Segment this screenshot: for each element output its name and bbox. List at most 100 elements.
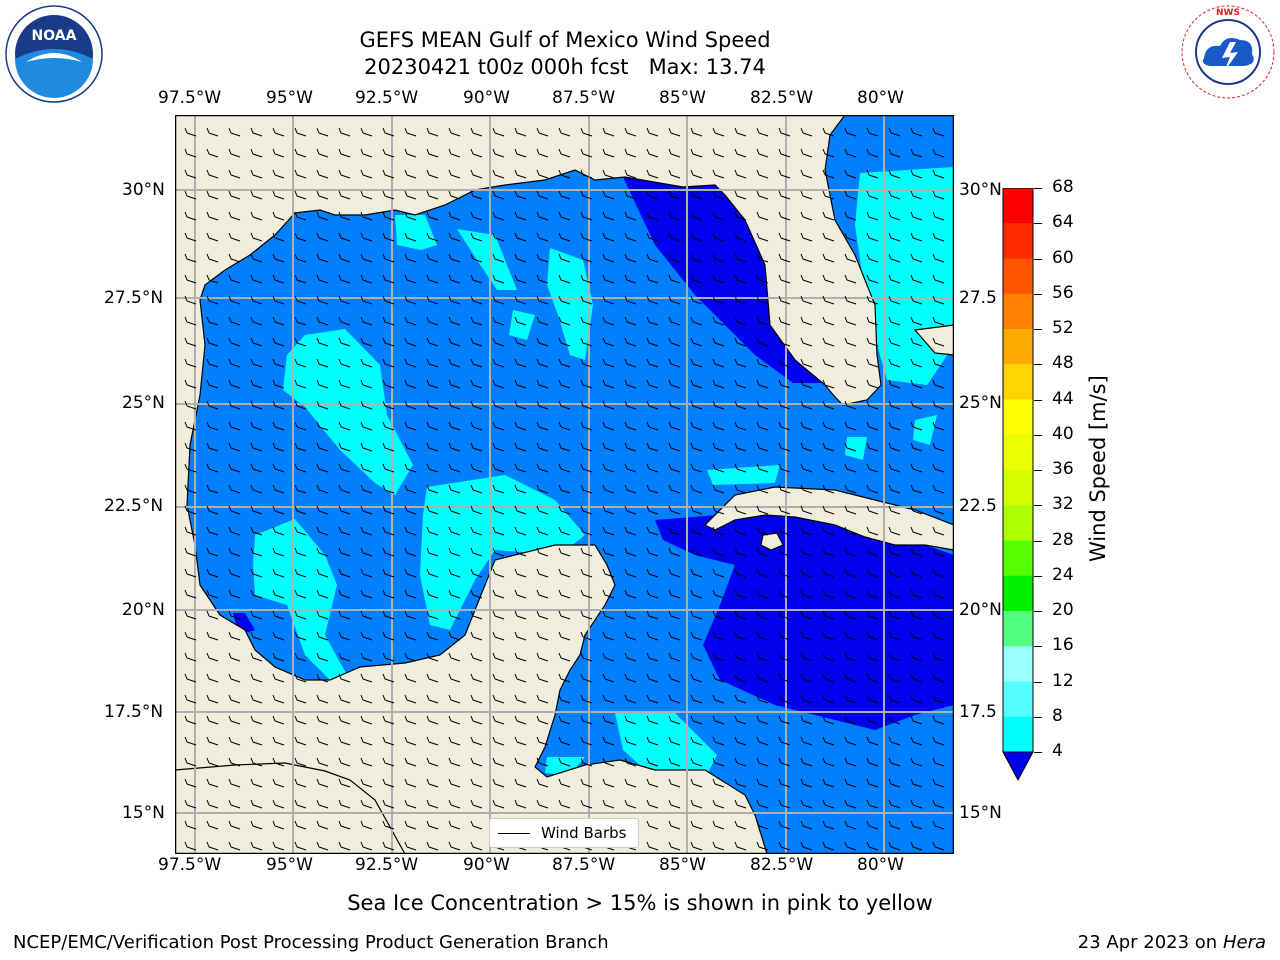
wind-barb <box>294 421 307 431</box>
wind-barb <box>382 799 395 809</box>
wind-barb <box>536 673 549 683</box>
wind-barb <box>536 358 549 368</box>
wind-barb <box>778 610 791 620</box>
wind-barb <box>294 820 307 830</box>
wind-barb <box>250 673 263 683</box>
wind-barb <box>272 442 285 452</box>
wind-barb <box>404 484 417 494</box>
wind-barb <box>580 505 593 515</box>
wind-barb <box>734 148 747 158</box>
wind-barb <box>272 610 285 620</box>
wind-barb <box>492 631 505 641</box>
wind-barb <box>624 694 637 704</box>
colorbar-tick-mark <box>1034 434 1042 436</box>
wind-barb <box>778 652 791 662</box>
wind-barb <box>338 169 351 179</box>
wind-barb <box>910 568 923 578</box>
lon-top-4: 87.5°W <box>552 88 616 108</box>
wind-barb <box>580 694 593 704</box>
wind-barb <box>932 400 945 410</box>
wind-barb <box>844 568 857 578</box>
wind-barb <box>932 694 945 704</box>
wind-barb <box>800 316 813 326</box>
wind-barb <box>250 232 263 242</box>
wind-barb <box>250 190 263 200</box>
wind-barb <box>800 463 813 473</box>
wind-barb <box>844 505 857 515</box>
lat-left-5: 17.5°N <box>104 702 164 722</box>
wind-barb <box>712 169 725 179</box>
wind-barb <box>932 274 945 284</box>
wind-barb <box>888 190 901 200</box>
wind-barb <box>184 505 197 515</box>
gulf-wind-map: Wind Barbs <box>174 114 955 855</box>
wind-barb <box>602 274 615 284</box>
wind-barb <box>734 799 747 809</box>
wind-barb <box>602 400 615 410</box>
wind-barb <box>800 715 813 725</box>
wind-barb <box>822 295 835 305</box>
wind-barb <box>734 715 747 725</box>
wind-barb <box>756 841 769 851</box>
lon-top-7: 80°W <box>857 88 904 108</box>
wind-barb <box>932 589 945 599</box>
wind-barb <box>668 463 681 473</box>
wind-barb <box>184 295 197 305</box>
wind-barb <box>690 421 703 431</box>
wind-barb <box>756 505 769 515</box>
wind-barb <box>778 463 791 473</box>
colorbar <box>1002 187 1034 782</box>
wind-barb <box>470 190 483 200</box>
wind-barb <box>624 799 637 809</box>
wind-barb <box>250 778 263 788</box>
wind-barb <box>382 610 395 620</box>
wind-barb <box>844 820 857 830</box>
wind-barb <box>756 568 769 578</box>
wind-barb <box>844 673 857 683</box>
wind-barb <box>184 568 197 578</box>
wind-barb <box>646 778 659 788</box>
wind-barb <box>382 232 395 242</box>
wind-barb <box>668 799 681 809</box>
wind-barb <box>712 295 725 305</box>
wind-barb <box>844 526 857 536</box>
wind-barb <box>316 316 329 326</box>
wind-barb <box>712 673 725 683</box>
wind-barb <box>382 127 395 137</box>
wind-barb <box>492 778 505 788</box>
wind-barb <box>910 421 923 431</box>
wind-barb <box>492 253 505 263</box>
wind-barb <box>492 568 505 578</box>
wind-barb <box>910 652 923 662</box>
wind-barb <box>866 253 879 263</box>
wind-barb <box>932 463 945 473</box>
wind-barb <box>888 358 901 368</box>
wind-barb <box>822 505 835 515</box>
wind-barb <box>404 127 417 137</box>
wind-barb <box>734 820 747 830</box>
wind-barb <box>272 547 285 557</box>
wind-barb <box>888 526 901 536</box>
wind-barb <box>690 610 703 620</box>
wind-barb <box>602 568 615 578</box>
wind-barb <box>778 211 791 221</box>
wind-barb <box>338 316 351 326</box>
wind-barb <box>228 274 241 284</box>
wind-barb <box>866 232 879 242</box>
wind-barb <box>558 442 571 452</box>
wind-barb <box>250 610 263 620</box>
wind-barb <box>756 232 769 242</box>
wind-barb <box>404 589 417 599</box>
wind-barb <box>294 736 307 746</box>
wind-barb <box>206 148 219 158</box>
wind-barb <box>206 316 219 326</box>
wind-barb <box>338 463 351 473</box>
wind-barb <box>360 505 373 515</box>
wind-barb <box>338 673 351 683</box>
wind-barb <box>470 589 483 599</box>
wind-barb <box>228 841 241 851</box>
wind-barb <box>514 568 527 578</box>
svg-text:NWS: NWS <box>1216 8 1240 18</box>
colorbar-tick-mark <box>1034 329 1042 330</box>
wind-barb <box>932 358 945 368</box>
